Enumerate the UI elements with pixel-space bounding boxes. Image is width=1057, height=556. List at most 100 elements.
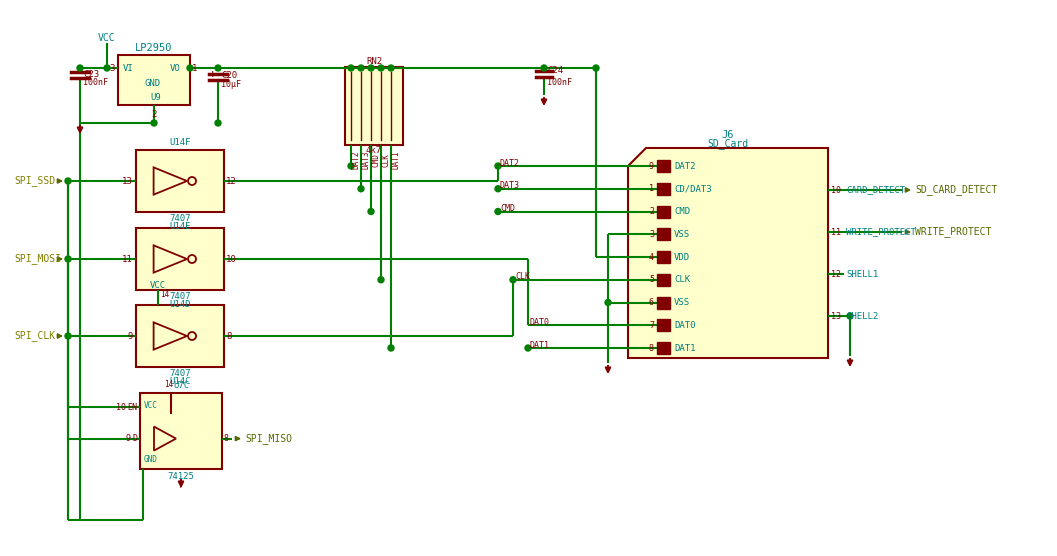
Text: DAT1: DAT1	[530, 340, 550, 350]
Text: 7407: 7407	[169, 369, 190, 378]
Text: 11: 11	[831, 227, 841, 236]
Bar	[657, 251, 670, 263]
Text: 11: 11	[123, 255, 133, 264]
Text: 100nF: 100nF	[84, 77, 108, 87]
Text: 4: 4	[649, 252, 654, 261]
Text: CARD_DETECT: CARD_DETECT	[846, 186, 905, 195]
Circle shape	[368, 65, 374, 71]
Bar	[657, 183, 670, 195]
Text: 1: 1	[192, 63, 198, 72]
Text: 2: 2	[151, 110, 156, 119]
Text: CD/DAT3: CD/DAT3	[674, 184, 711, 193]
Text: VCC: VCC	[150, 280, 166, 290]
Text: SPI_CLK: SPI_CLK	[14, 331, 55, 341]
Text: SD_CARD_DETECT: SD_CARD_DETECT	[915, 185, 997, 196]
Text: VSS: VSS	[674, 298, 690, 307]
Circle shape	[77, 65, 84, 71]
Text: 8: 8	[226, 331, 231, 340]
Polygon shape	[628, 148, 828, 358]
Text: 100nF: 100nF	[548, 77, 572, 87]
Text: DAT1: DAT1	[392, 151, 401, 169]
Text: C24: C24	[548, 66, 563, 75]
Circle shape	[378, 65, 384, 71]
Text: SPI_MISO: SPI_MISO	[245, 433, 292, 444]
Text: DAT2: DAT2	[500, 158, 520, 167]
Text: U14E: U14E	[169, 221, 190, 231]
Text: C20: C20	[221, 71, 237, 80]
Text: 14: 14	[165, 380, 173, 389]
Text: 14: 14	[160, 290, 169, 299]
Circle shape	[187, 65, 193, 71]
Text: SHELL2: SHELL2	[846, 311, 878, 320]
Text: 13: 13	[831, 311, 841, 320]
Circle shape	[495, 163, 501, 169]
Circle shape	[64, 178, 71, 184]
Circle shape	[348, 65, 354, 71]
Circle shape	[215, 120, 221, 126]
Bar	[657, 229, 670, 240]
Text: VCC: VCC	[144, 400, 157, 410]
Text: SPI_SSD: SPI_SSD	[14, 176, 55, 186]
Text: 2: 2	[649, 207, 654, 216]
Text: 10: 10	[116, 403, 126, 411]
Text: U14F: U14F	[169, 137, 190, 146]
Text: 9: 9	[649, 161, 654, 171]
Text: 3: 3	[649, 230, 654, 239]
Text: 9: 9	[125, 434, 130, 443]
Circle shape	[104, 65, 110, 71]
Text: 7: 7	[649, 321, 654, 330]
Circle shape	[64, 256, 71, 262]
Circle shape	[358, 186, 364, 192]
Bar	[657, 319, 670, 331]
Text: CMD: CMD	[372, 153, 381, 167]
Bar	[140, 393, 222, 469]
Text: DAT1: DAT1	[674, 344, 696, 353]
Circle shape	[525, 345, 531, 351]
Text: 13: 13	[123, 176, 133, 186]
Text: J6: J6	[722, 130, 735, 140]
Text: 1: 1	[649, 184, 654, 193]
Text: LP2950: LP2950	[135, 43, 172, 53]
Text: WRITE_PROTECT: WRITE_PROTECT	[846, 227, 915, 236]
Text: DAT0: DAT0	[674, 321, 696, 330]
Text: CMD: CMD	[500, 204, 515, 213]
Text: EN: EN	[127, 403, 137, 411]
Bar	[136, 305, 224, 367]
Bar	[657, 342, 670, 354]
Text: DAT3: DAT3	[361, 151, 371, 169]
Circle shape	[64, 333, 71, 339]
Circle shape	[378, 277, 384, 283]
Circle shape	[495, 208, 501, 215]
Text: WRITE_PROTECT: WRITE_PROTECT	[915, 226, 991, 237]
Text: U7C: U7C	[173, 380, 189, 390]
Bar	[136, 150, 224, 212]
Text: U14C: U14C	[169, 376, 190, 385]
Text: 6: 6	[649, 298, 654, 307]
Text: RN2: RN2	[366, 57, 382, 66]
Circle shape	[358, 65, 364, 71]
Text: D: D	[132, 434, 137, 443]
Bar	[657, 274, 670, 286]
Text: DAT3: DAT3	[500, 181, 520, 190]
Circle shape	[593, 65, 599, 71]
Text: SD_Card: SD_Card	[707, 138, 748, 150]
Text: VI: VI	[123, 63, 134, 72]
Text: +: +	[208, 67, 216, 81]
Circle shape	[388, 65, 394, 71]
Bar	[118, 55, 190, 105]
Text: U14D: U14D	[169, 300, 190, 309]
Text: 5: 5	[649, 275, 654, 284]
Text: DAT2: DAT2	[352, 151, 361, 169]
Text: 10: 10	[831, 186, 841, 195]
Bar	[657, 206, 670, 217]
Text: SPI_MOSI: SPI_MOSI	[14, 254, 61, 265]
Text: 8: 8	[224, 434, 229, 443]
Text: 12: 12	[226, 176, 237, 186]
Text: 10μF: 10μF	[221, 80, 241, 88]
Text: 3: 3	[110, 63, 115, 72]
Text: VCC: VCC	[98, 33, 116, 43]
Circle shape	[215, 65, 221, 71]
Text: 7407: 7407	[169, 214, 190, 222]
Text: GND: GND	[144, 454, 157, 464]
Text: 12: 12	[831, 270, 841, 279]
